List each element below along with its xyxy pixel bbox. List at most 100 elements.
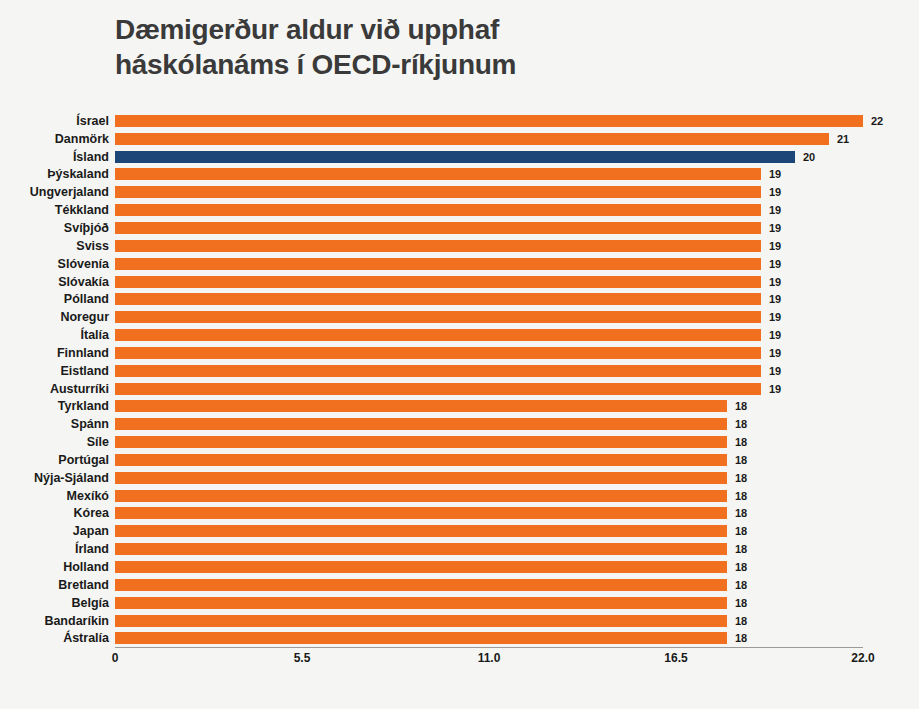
country-label: Írland <box>0 542 109 556</box>
bar-row: Eistland 19 <box>0 362 919 380</box>
bar-row: Sviss19 <box>0 237 919 255</box>
bar-track: 19 <box>115 222 863 234</box>
bar-track: 18 <box>115 436 863 448</box>
value-label: 18 <box>735 454 747 466</box>
bar <box>115 222 761 234</box>
value-label: 22 <box>871 115 883 127</box>
bar <box>115 418 727 430</box>
bar <box>115 293 761 305</box>
bar-track: 20 <box>115 151 863 163</box>
bar-row: Mexíkó 18 <box>0 487 919 505</box>
country-label: Ísland <box>0 150 109 164</box>
chart-title: Dæmigerður aldur við upphaf háskólanáms í… <box>115 12 516 82</box>
x-axis-tick-label: 22.0 <box>851 651 874 665</box>
bar-row: Kórea 18 <box>0 505 919 523</box>
value-label: 18 <box>735 507 747 519</box>
value-label: 18 <box>735 632 747 644</box>
country-label: Tyrkland <box>0 399 109 413</box>
bar-track: 18 <box>115 400 863 412</box>
country-label: Bretland <box>0 578 109 592</box>
bar-row: Þýskaland 19 <box>0 166 919 184</box>
bar <box>115 347 761 359</box>
bar <box>115 436 727 448</box>
bar <box>115 311 761 323</box>
value-label: 18 <box>735 418 747 430</box>
value-label: 19 <box>769 383 781 395</box>
country-label: Ísrael <box>0 114 109 128</box>
country-label: Spánn <box>0 417 109 431</box>
bar-track: 18 <box>115 615 863 627</box>
country-label: Slóvakía <box>0 275 109 289</box>
bar <box>115 507 727 519</box>
bar-row: Tékkland19 <box>0 201 919 219</box>
country-label: Belgía <box>0 596 109 610</box>
bar-track: 18 <box>115 543 863 555</box>
country-label: Noregur <box>0 310 109 324</box>
bar-row: Slóvakía 19 <box>0 273 919 291</box>
country-label: Slóvenía <box>0 257 109 271</box>
bar-track: 19 <box>115 276 863 288</box>
bar <box>115 561 727 573</box>
x-axis-tick-label: 11.0 <box>478 651 501 665</box>
bar-row: Danmörk21 <box>0 130 919 148</box>
bar-track: 19 <box>115 168 863 180</box>
chart-title-line-1: Dæmigerður aldur við upphaf <box>115 14 499 45</box>
value-label: 18 <box>735 490 747 502</box>
chart-title-line-2: háskólanáms í OECD-ríkjunum <box>115 49 516 80</box>
bar-row: Ungverjaland 19 <box>0 183 919 201</box>
bar <box>115 632 727 644</box>
value-label: 18 <box>735 525 747 537</box>
bar-track: 19 <box>115 347 863 359</box>
bar <box>115 365 761 377</box>
bar <box>115 472 727 484</box>
bar <box>115 579 727 591</box>
bar-row: Ísrael 22 <box>0 112 919 130</box>
bar-row: Noregur19 <box>0 308 919 326</box>
bar-track: 18 <box>115 525 863 537</box>
country-label: Portúgal <box>0 453 109 467</box>
bar <box>115 329 761 341</box>
country-label: Þýskaland <box>0 167 109 181</box>
bar-row: Tyrkland 18 <box>0 398 919 416</box>
country-label: Finnland <box>0 346 109 360</box>
value-label: 18 <box>735 543 747 555</box>
bar-row: Portúgal 18 <box>0 451 919 469</box>
bar <box>115 615 727 627</box>
value-label: 19 <box>769 258 781 270</box>
country-label: Kórea <box>0 506 109 520</box>
bar <box>115 258 761 270</box>
x-axis-tick-label: 16.5 <box>664 651 687 665</box>
value-label: 21 <box>837 133 849 145</box>
bar-track: 18 <box>115 472 863 484</box>
bar-track: 19 <box>115 186 863 198</box>
bar <box>115 400 727 412</box>
value-label: 18 <box>735 615 747 627</box>
bar-row: Pólland19 <box>0 290 919 308</box>
bar-track: 19 <box>115 383 863 395</box>
bar <box>115 186 761 198</box>
bar-chart: Ísrael22Danmörk21Ísland20Þýskaland19Ungv… <box>0 112 919 670</box>
chart-rows: Ísrael22Danmörk21Ísland20Þýskaland19Ungv… <box>0 112 919 647</box>
value-label: 18 <box>735 561 747 573</box>
country-label: Sviss <box>0 239 109 253</box>
value-label: 19 <box>769 347 781 359</box>
value-label: 18 <box>735 579 747 591</box>
bar-row: Holland18 <box>0 558 919 576</box>
bar-row: Austurríki19 <box>0 380 919 398</box>
x-axis-tick-label: 0 <box>112 651 119 665</box>
country-label: Tékkland <box>0 203 109 217</box>
value-label: 19 <box>769 168 781 180</box>
country-label: Ungverjaland <box>0 185 109 199</box>
bar-row: Írland 18 <box>0 540 919 558</box>
value-label: 19 <box>769 186 781 198</box>
bar-track: 19 <box>115 258 863 270</box>
value-label: 18 <box>735 400 747 412</box>
country-label: Eistland <box>0 364 109 378</box>
bar-track: 18 <box>115 418 863 430</box>
value-label: 19 <box>769 329 781 341</box>
bar <box>115 597 727 609</box>
bar-track: 22 <box>115 115 863 127</box>
bar-track: 19 <box>115 365 863 377</box>
bar <box>115 168 761 180</box>
country-label: Mexíkó <box>0 489 109 503</box>
